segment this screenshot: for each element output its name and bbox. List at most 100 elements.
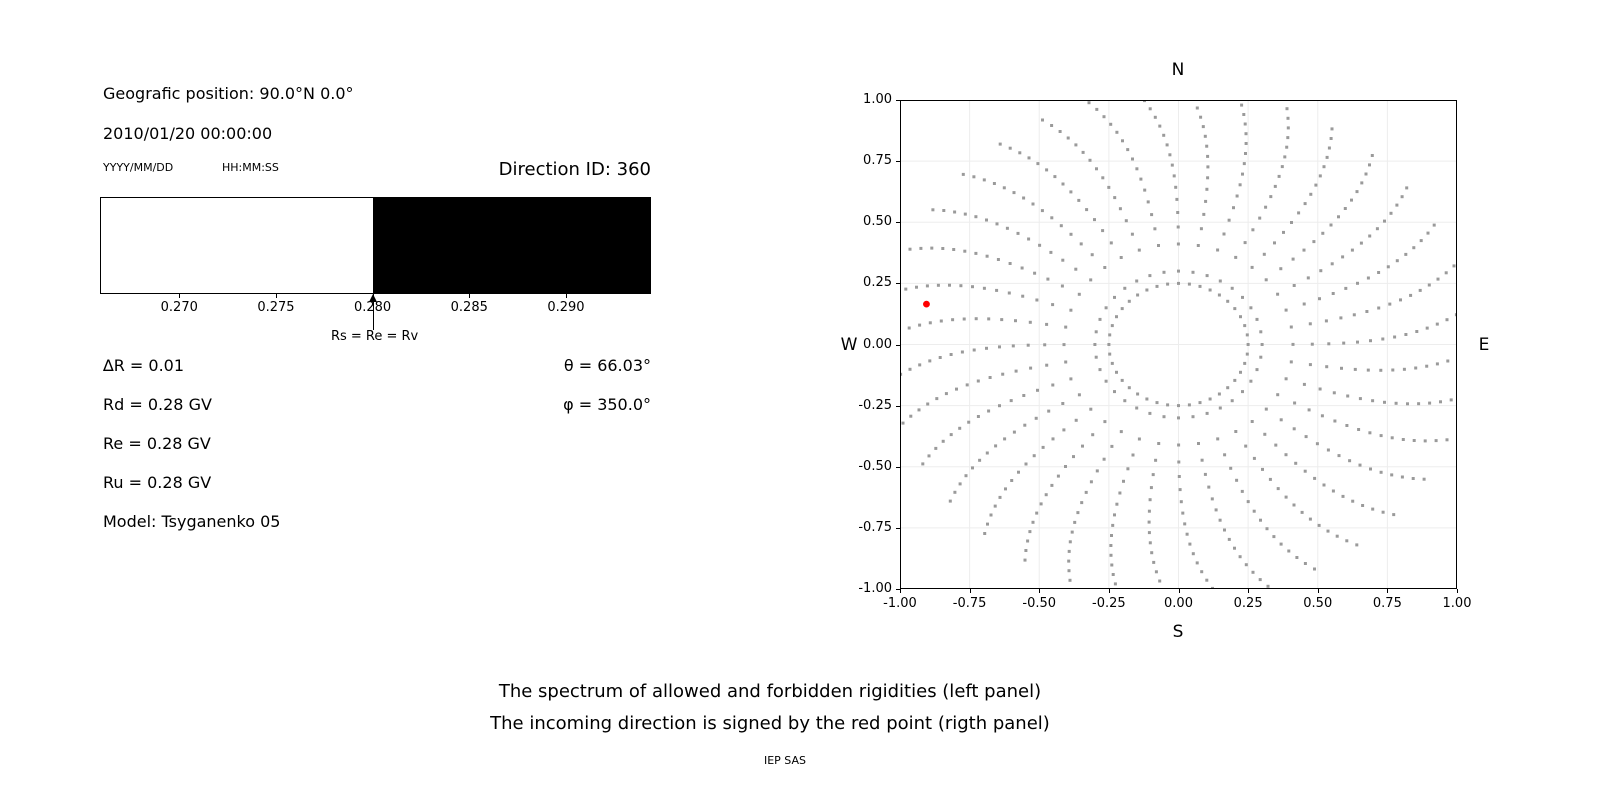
trajectory-dot xyxy=(1217,392,1221,396)
trajectory-dot xyxy=(1135,167,1139,171)
trajectory-dot xyxy=(1235,478,1239,482)
trajectory-dot xyxy=(1074,143,1078,147)
incoming-direction-point xyxy=(923,300,930,308)
trajectory-dot xyxy=(1244,142,1248,145)
trajectory-dot xyxy=(907,326,911,330)
trajectory-dot xyxy=(1076,511,1080,515)
trajectory-dot xyxy=(1109,241,1113,245)
trajectory-dot xyxy=(1251,570,1255,574)
trajectory-dot xyxy=(1285,107,1289,111)
forbidden-region xyxy=(372,198,650,293)
trajectory-dot xyxy=(1069,377,1073,381)
trajectory-dot xyxy=(1404,252,1408,256)
trajectory-dot xyxy=(1007,291,1011,295)
x-tick-mark xyxy=(1039,589,1041,593)
trajectory-dot xyxy=(1004,487,1007,491)
trajectory-dot xyxy=(1264,278,1268,282)
trajectory-dot xyxy=(1249,306,1253,310)
trajectory-dot xyxy=(1276,292,1280,296)
trajectory-dot xyxy=(1302,302,1306,306)
trajectory-dot xyxy=(1279,542,1283,546)
trajectory-dot xyxy=(1276,393,1280,397)
trajectory-dot xyxy=(1137,437,1141,441)
trajectory-dot xyxy=(1135,406,1139,410)
trajectory-dot xyxy=(1079,242,1083,246)
trajectory-dot xyxy=(1026,539,1030,543)
trajectory-dot xyxy=(1027,156,1031,160)
trajectory-dot xyxy=(1427,283,1431,287)
trajectory-dot xyxy=(1261,467,1264,471)
trajectory-dot xyxy=(1021,294,1025,298)
trajectory-dot xyxy=(1068,540,1072,544)
trajectory-dot xyxy=(1377,306,1381,310)
trajectory-dot xyxy=(1274,443,1278,447)
trajectory-dot xyxy=(1394,401,1398,405)
x-tick-label: -0.25 xyxy=(1092,596,1126,611)
trajectory-dot xyxy=(988,376,992,379)
y-tick-label: 0.75 xyxy=(863,153,892,169)
trajectory-dot xyxy=(1263,432,1267,436)
trajectory-dot xyxy=(1292,503,1296,507)
trajectory-dot xyxy=(1222,232,1226,236)
trajectory-dot xyxy=(1320,414,1324,418)
trajectory-dot xyxy=(1360,181,1364,185)
trajectory-dot xyxy=(1176,211,1180,214)
trajectory-dot xyxy=(1107,343,1111,346)
trajectory-dot xyxy=(1238,183,1242,187)
y-tick-mark xyxy=(896,466,900,468)
re-value: Re = 0.28 GV xyxy=(103,434,211,453)
trajectory-dot xyxy=(1127,299,1131,303)
trajectory-dot xyxy=(1081,444,1084,448)
trajectory-dot xyxy=(1345,539,1349,543)
trajectory-dot xyxy=(1454,313,1457,317)
trajectory-dot xyxy=(1393,335,1397,339)
trajectory-dot xyxy=(1400,195,1404,199)
trajectory-dot xyxy=(1294,461,1298,465)
trajectory-dot xyxy=(1162,133,1166,137)
trajectory-dot xyxy=(1174,185,1178,189)
trajectory-dot xyxy=(1435,322,1439,326)
trajectory-dot xyxy=(1332,391,1336,395)
trajectory-dot xyxy=(1371,399,1375,403)
trajectory-dot xyxy=(1445,318,1449,322)
trajectory-dot xyxy=(1202,212,1206,216)
trajectory-dot xyxy=(1330,262,1334,266)
trajectory-dot xyxy=(1050,216,1054,220)
x-tick-label: 0.75 xyxy=(1372,596,1402,611)
trajectory-dot xyxy=(1038,243,1042,247)
trajectory-dot xyxy=(1399,298,1402,302)
trajectory-dot xyxy=(1344,286,1348,290)
trajectory-dot xyxy=(1121,139,1124,143)
trajectory-dot xyxy=(1153,227,1157,231)
trajectory-dot xyxy=(1359,241,1363,245)
trajectory-dot xyxy=(1331,292,1335,295)
trajectory-dot xyxy=(1300,510,1304,514)
trajectory-dot xyxy=(1036,388,1039,392)
trajectory-dot xyxy=(1036,162,1040,166)
trajectory-dot xyxy=(971,466,974,470)
trajectory-dot xyxy=(1179,500,1183,504)
trajectory-dot xyxy=(1023,558,1027,562)
trajectory-dot xyxy=(1148,498,1152,502)
trajectory-dot xyxy=(1177,460,1181,464)
trajectory-dot xyxy=(1264,205,1268,209)
trajectory-dot xyxy=(1041,445,1045,449)
phi-value: φ = 350.0° xyxy=(563,395,651,414)
trajectory-dot xyxy=(1286,136,1290,140)
trajectory-dot xyxy=(938,356,942,359)
trajectory-dot xyxy=(993,504,997,508)
trajectory-dot xyxy=(1383,400,1386,404)
trajectory-dot xyxy=(1154,458,1158,462)
trajectory-dot xyxy=(1250,265,1254,269)
trajectory-dot xyxy=(1088,158,1092,162)
trajectory-dot xyxy=(1016,231,1020,235)
trajectory-dot xyxy=(1034,416,1038,420)
trajectory-dot xyxy=(1312,240,1316,244)
trajectory-dot xyxy=(1146,200,1150,204)
trajectory-dot xyxy=(1284,453,1288,457)
trajectory-dot xyxy=(1244,563,1248,567)
trajectory-dot xyxy=(1230,286,1234,290)
trajectory-dot xyxy=(1273,241,1276,245)
trajectory-dot xyxy=(1050,124,1054,127)
